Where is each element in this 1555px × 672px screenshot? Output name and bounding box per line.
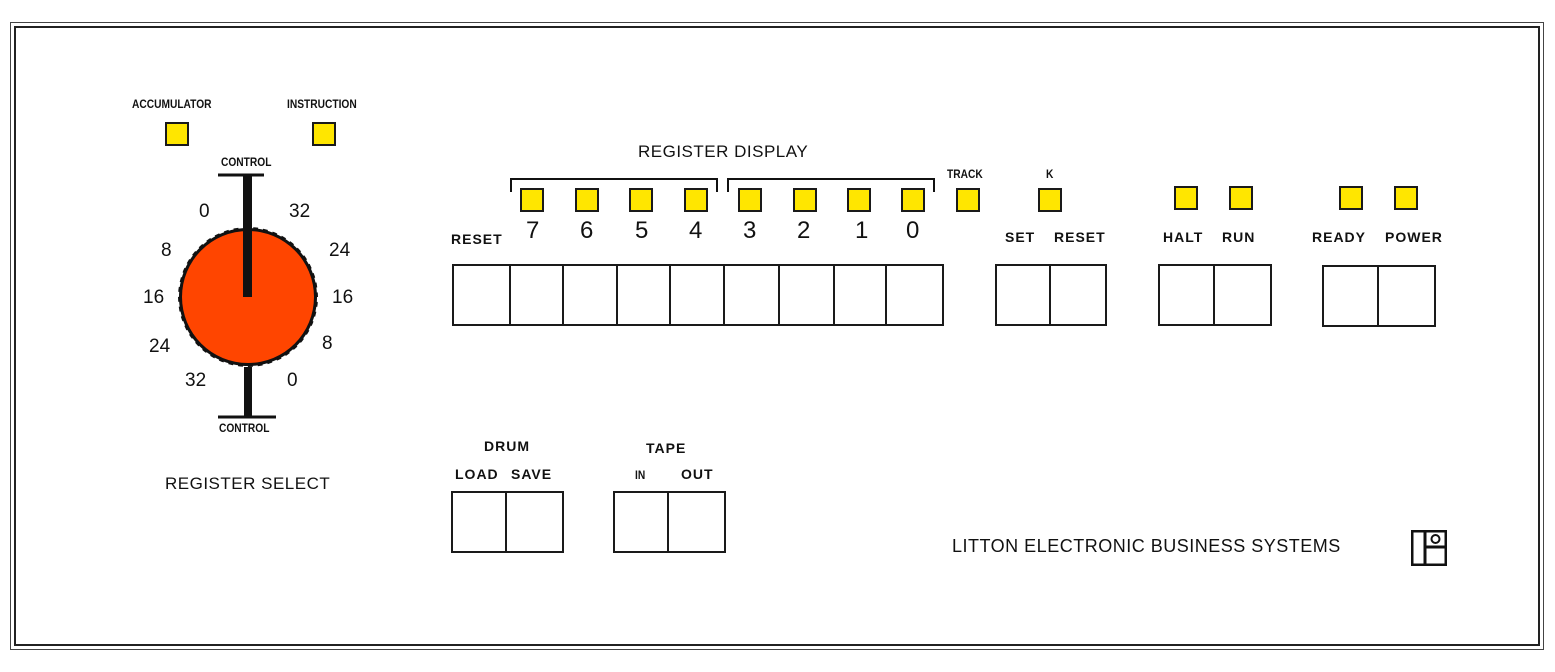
bit-6-lamp bbox=[575, 188, 599, 212]
bit-7-lamp bbox=[520, 188, 544, 212]
bit-7-button[interactable] bbox=[510, 266, 565, 324]
k-set-label: SET bbox=[1005, 229, 1036, 245]
tape-title: TAPE bbox=[646, 440, 687, 456]
k-reset-label: RESET bbox=[1054, 229, 1106, 245]
drum-save-button[interactable] bbox=[507, 493, 562, 551]
run-label: RUN bbox=[1222, 229, 1256, 245]
dial-knurl-ticks bbox=[177, 226, 319, 368]
control-top-label: CONTROL bbox=[221, 155, 272, 169]
dial-right-32: 32 bbox=[289, 201, 311, 222]
k-lamp bbox=[1038, 188, 1062, 212]
instruction-lamp bbox=[312, 122, 336, 146]
dial-left-0: 0 bbox=[199, 201, 210, 222]
drum-title: DRUM bbox=[484, 438, 530, 454]
ready-button[interactable] bbox=[1324, 267, 1380, 325]
control-panel bbox=[10, 22, 1544, 650]
bit-4-button[interactable] bbox=[671, 266, 725, 324]
bit-2-button[interactable] bbox=[780, 266, 835, 324]
ready-label: READY bbox=[1312, 229, 1367, 245]
bracket-high-nibble bbox=[510, 178, 718, 192]
dial-right-8: 8 bbox=[322, 333, 333, 354]
tape-in-button[interactable] bbox=[615, 493, 670, 551]
register-reset-label: RESET bbox=[451, 231, 503, 247]
halt-lamp bbox=[1174, 186, 1198, 210]
run-button[interactable] bbox=[1215, 266, 1270, 324]
register-button-row bbox=[452, 264, 944, 326]
bit-4-label: 4 bbox=[689, 217, 703, 244]
control-bottom-label: CONTROL bbox=[219, 421, 270, 435]
halt-run-button-row bbox=[1158, 264, 1272, 326]
dial-left-24: 24 bbox=[149, 336, 171, 357]
bit-5-lamp bbox=[629, 188, 653, 212]
k-reset-button[interactable] bbox=[1051, 266, 1105, 324]
run-lamp bbox=[1229, 186, 1253, 210]
k-button-row bbox=[995, 264, 1107, 326]
bit-3-label: 3 bbox=[743, 217, 757, 244]
bit-0-label: 0 bbox=[906, 217, 920, 244]
bit-3-lamp bbox=[738, 188, 762, 212]
bit-0-lamp bbox=[901, 188, 925, 212]
bit-1-lamp bbox=[847, 188, 871, 212]
dial-left-16: 16 bbox=[143, 287, 165, 308]
bit-1-label: 1 bbox=[855, 217, 869, 244]
drum-load-button[interactable] bbox=[453, 493, 508, 551]
bit-5-label: 5 bbox=[635, 217, 649, 244]
bit-3-button[interactable] bbox=[724, 266, 781, 324]
ready-lamp bbox=[1339, 186, 1363, 210]
drum-save-label: SAVE bbox=[511, 466, 553, 482]
bit-0-button[interactable] bbox=[887, 266, 942, 324]
bit-1-button[interactable] bbox=[834, 266, 888, 324]
bit-2-lamp bbox=[793, 188, 817, 212]
dial-right-0: 0 bbox=[287, 370, 298, 391]
dial-pointer-lower bbox=[244, 367, 252, 417]
bit-5-button[interactable] bbox=[617, 266, 672, 324]
dial-right-16: 16 bbox=[332, 287, 354, 308]
register-reset-button[interactable] bbox=[454, 266, 511, 324]
accumulator-lamp bbox=[165, 122, 189, 146]
bit-6-button[interactable] bbox=[564, 266, 618, 324]
power-button[interactable] bbox=[1379, 267, 1434, 325]
power-label: POWER bbox=[1385, 229, 1443, 245]
register-select-dial[interactable] bbox=[130, 160, 370, 430]
bracket-low-nibble bbox=[727, 178, 935, 192]
dial-left-8: 8 bbox=[161, 240, 172, 261]
drum-button-row bbox=[451, 491, 564, 553]
litton-brand-text: LITTON ELECTRONIC BUSINESS SYSTEMS bbox=[952, 536, 1341, 556]
track-lamp bbox=[956, 188, 980, 212]
halt-button[interactable] bbox=[1160, 266, 1216, 324]
dial-right-24: 24 bbox=[329, 240, 351, 261]
k-set-button[interactable] bbox=[997, 266, 1052, 324]
bit-4-lamp bbox=[684, 188, 708, 212]
tape-out-label: OUT bbox=[681, 466, 714, 482]
bit-7-label: 7 bbox=[526, 217, 540, 244]
tape-out-button[interactable] bbox=[669, 493, 724, 551]
tape-button-row bbox=[613, 491, 726, 553]
ready-power-button-row bbox=[1322, 265, 1436, 327]
tape-in-label: IN bbox=[635, 468, 646, 482]
dial-left-32: 32 bbox=[185, 370, 207, 391]
k-label: K bbox=[1046, 167, 1054, 181]
register-select-title: REGISTER SELECT bbox=[165, 474, 331, 493]
halt-label: HALT bbox=[1163, 229, 1204, 245]
power-lamp bbox=[1394, 186, 1418, 210]
bit-6-label: 6 bbox=[580, 217, 594, 244]
dial-pointer bbox=[243, 175, 252, 297]
instruction-label: INSTRUCTION bbox=[287, 97, 357, 111]
drum-load-label: LOAD bbox=[455, 466, 499, 482]
accumulator-label: ACCUMULATOR bbox=[132, 97, 212, 111]
litton-logo-icon bbox=[1411, 530, 1447, 566]
bit-2-label: 2 bbox=[797, 217, 811, 244]
track-label: TRACK bbox=[947, 167, 983, 181]
register-display-title: REGISTER DISPLAY bbox=[638, 142, 809, 161]
